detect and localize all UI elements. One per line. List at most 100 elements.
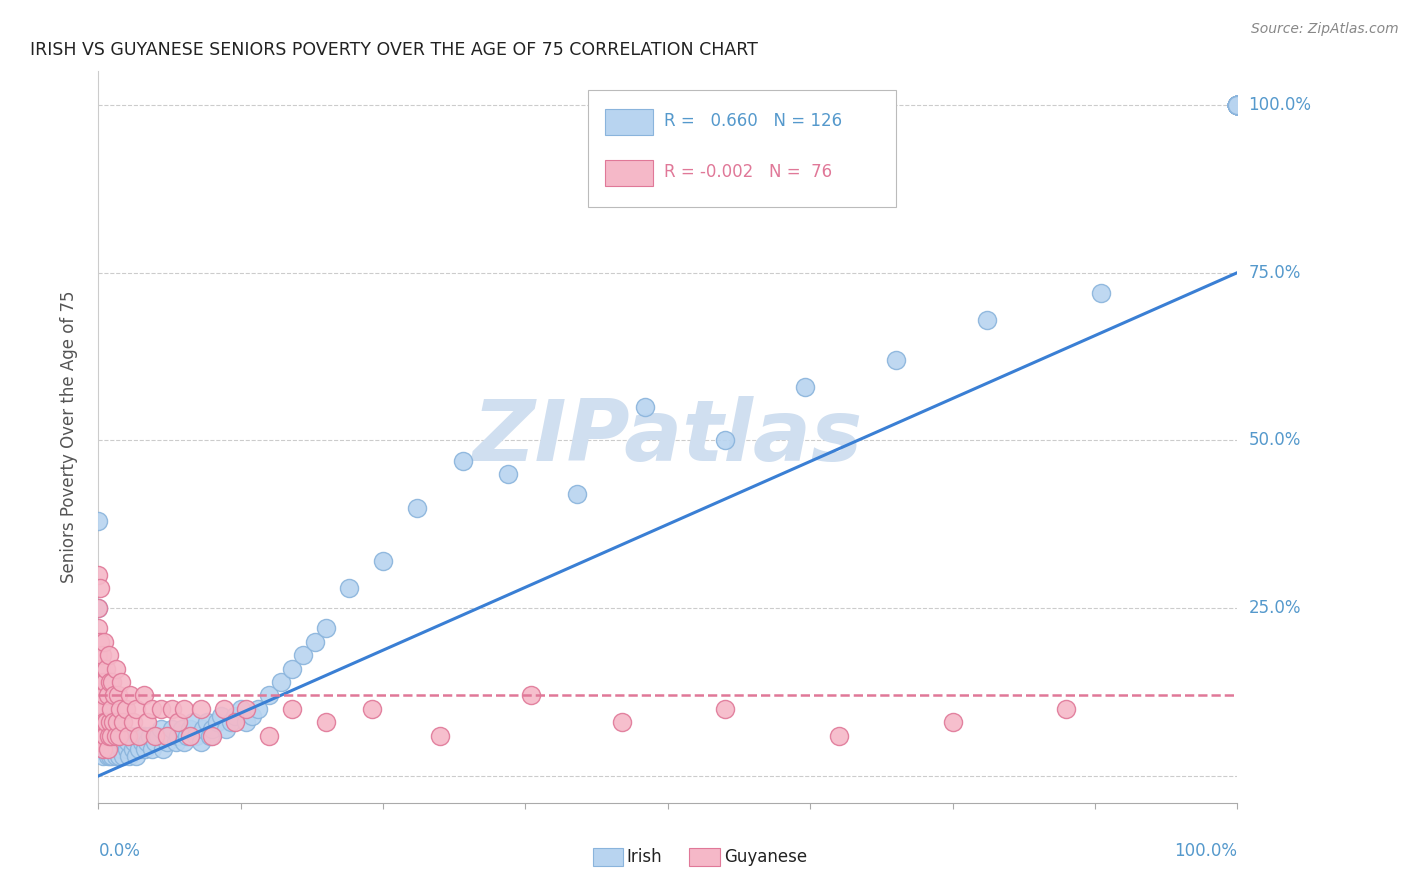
Point — [406, 500, 429, 515]
Point — [101, 675, 124, 690]
Point — [215, 722, 238, 736]
Point — [94, 729, 117, 743]
Point — [110, 742, 132, 756]
Point — [131, 735, 153, 749]
Point — [1226, 98, 1249, 112]
Text: 100.0%: 100.0% — [1249, 96, 1312, 114]
Point — [212, 702, 235, 716]
Point — [1226, 98, 1249, 112]
Point — [115, 742, 138, 756]
Point — [108, 729, 131, 743]
Point — [167, 729, 190, 743]
Point — [1090, 285, 1112, 300]
Point — [132, 689, 155, 703]
Point — [87, 601, 110, 615]
Point — [209, 708, 232, 723]
Point — [1226, 98, 1249, 112]
Point — [201, 729, 224, 743]
Point — [498, 467, 520, 481]
Point — [520, 689, 543, 703]
Point — [360, 702, 382, 716]
Point — [1226, 98, 1249, 112]
Point — [105, 742, 128, 756]
Point — [201, 722, 224, 736]
Point — [1226, 98, 1249, 112]
Point — [87, 668, 110, 682]
Point — [1226, 98, 1249, 112]
Point — [156, 735, 179, 749]
Point — [98, 748, 121, 763]
Point — [150, 702, 173, 716]
Point — [87, 689, 110, 703]
Point — [146, 729, 169, 743]
Point — [87, 514, 110, 528]
Point — [96, 695, 118, 709]
Point — [976, 312, 998, 326]
Point — [152, 742, 174, 756]
Point — [87, 735, 110, 749]
Point — [112, 715, 135, 730]
Point — [103, 742, 125, 756]
Point — [224, 708, 246, 723]
Point — [90, 742, 112, 756]
Point — [240, 708, 263, 723]
Point — [150, 722, 173, 736]
Point — [145, 735, 167, 749]
Point — [101, 748, 124, 763]
Point — [1226, 98, 1249, 112]
Point — [96, 748, 118, 763]
Point — [1226, 98, 1249, 112]
Point — [107, 735, 129, 749]
Point — [134, 742, 156, 756]
Point — [1226, 98, 1249, 112]
FancyBboxPatch shape — [593, 848, 623, 866]
Point — [429, 729, 451, 743]
Point — [186, 729, 208, 743]
Point — [181, 715, 204, 730]
Point — [170, 722, 193, 736]
Point — [96, 722, 118, 736]
Point — [94, 708, 117, 723]
FancyBboxPatch shape — [588, 90, 896, 207]
Point — [281, 662, 304, 676]
Point — [90, 715, 112, 730]
Point — [90, 729, 112, 743]
Point — [110, 675, 132, 690]
Point — [122, 735, 145, 749]
Point — [136, 715, 159, 730]
Point — [104, 729, 127, 743]
Point — [828, 729, 851, 743]
Point — [125, 702, 148, 716]
Point — [195, 715, 218, 730]
Point — [714, 702, 737, 716]
Point — [98, 715, 121, 730]
Point — [219, 715, 242, 730]
Point — [159, 729, 181, 743]
Point — [141, 702, 163, 716]
Text: R =   0.660   N = 126: R = 0.660 N = 126 — [665, 112, 842, 130]
FancyBboxPatch shape — [689, 848, 720, 866]
Point — [108, 748, 131, 763]
Y-axis label: Seniors Poverty Over the Age of 75: Seniors Poverty Over the Age of 75 — [59, 291, 77, 583]
Point — [176, 729, 198, 743]
Point — [97, 729, 120, 743]
Point — [100, 722, 122, 736]
Point — [101, 729, 124, 743]
Point — [179, 722, 201, 736]
Point — [270, 675, 292, 690]
Point — [90, 729, 112, 743]
Point — [1226, 98, 1249, 112]
Point — [1226, 98, 1249, 112]
Point — [565, 487, 588, 501]
Point — [94, 675, 117, 690]
Point — [87, 702, 110, 716]
Point — [127, 729, 149, 743]
Point — [190, 702, 212, 716]
Point — [259, 729, 281, 743]
Text: ZIPatlas: ZIPatlas — [472, 395, 863, 479]
Point — [173, 735, 195, 749]
Point — [93, 634, 115, 648]
Point — [87, 715, 110, 730]
Text: Irish: Irish — [627, 848, 662, 866]
Point — [1226, 98, 1249, 112]
